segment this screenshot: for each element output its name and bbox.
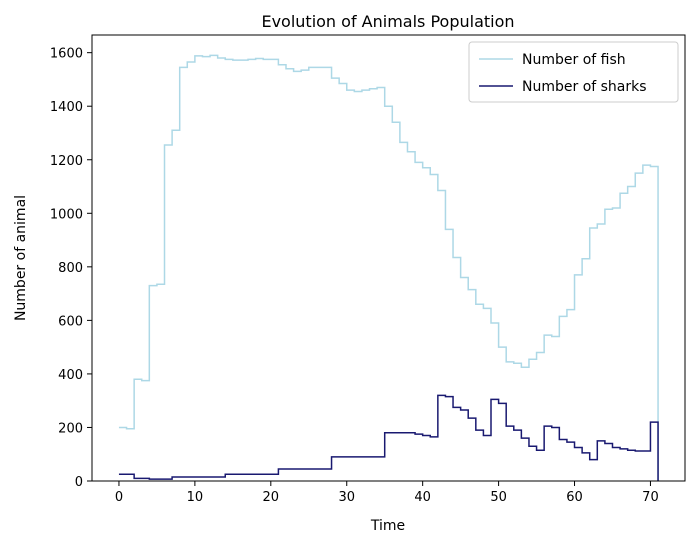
x-tick-label: 60 bbox=[566, 490, 583, 505]
y-axis: 0 200 400 600 800 1000 1200 1400 1600 bbox=[50, 47, 92, 490]
y-tick-label: 200 bbox=[58, 421, 83, 436]
x-tick-label: 40 bbox=[414, 490, 431, 505]
legend: Number of fish Number of sharks bbox=[468, 41, 679, 103]
plot-area bbox=[118, 54, 659, 481]
x-tick-label: 50 bbox=[490, 490, 507, 505]
y-tick-label: 1200 bbox=[50, 154, 83, 169]
x-axis-label: Time bbox=[370, 518, 405, 534]
plot-frame bbox=[91, 34, 686, 482]
legend-label-sharks: Number of sharks bbox=[522, 79, 647, 95]
series-line-fish bbox=[118, 54, 659, 481]
series-line-sharks bbox=[118, 394, 659, 481]
y-tick-label: 1400 bbox=[50, 100, 83, 115]
x-tick-label: 30 bbox=[338, 490, 355, 505]
x-axis: 0 10 20 30 40 50 60 70 bbox=[115, 481, 659, 505]
legend-box bbox=[468, 41, 679, 103]
chart-title: Evolution of Animals Population bbox=[261, 12, 514, 31]
y-tick-label: 1000 bbox=[50, 207, 83, 222]
y-tick-label: 0 bbox=[75, 475, 83, 490]
y-tick-label: 800 bbox=[58, 261, 83, 276]
legend-label-fish: Number of fish bbox=[522, 52, 626, 68]
x-tick-label: 10 bbox=[187, 490, 204, 505]
x-tick-label: 0 bbox=[115, 490, 123, 505]
y-tick-label: 1600 bbox=[50, 47, 83, 62]
y-tick-label: 600 bbox=[58, 314, 83, 329]
y-axis-label: Number of animal bbox=[13, 195, 29, 321]
x-tick-label: 20 bbox=[263, 490, 280, 505]
x-tick-label: 70 bbox=[642, 490, 659, 505]
y-tick-label: 400 bbox=[58, 368, 83, 383]
